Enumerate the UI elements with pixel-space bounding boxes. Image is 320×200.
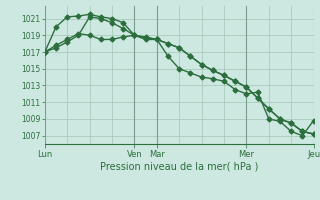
X-axis label: Pression niveau de la mer( hPa ): Pression niveau de la mer( hPa ) [100, 161, 258, 171]
